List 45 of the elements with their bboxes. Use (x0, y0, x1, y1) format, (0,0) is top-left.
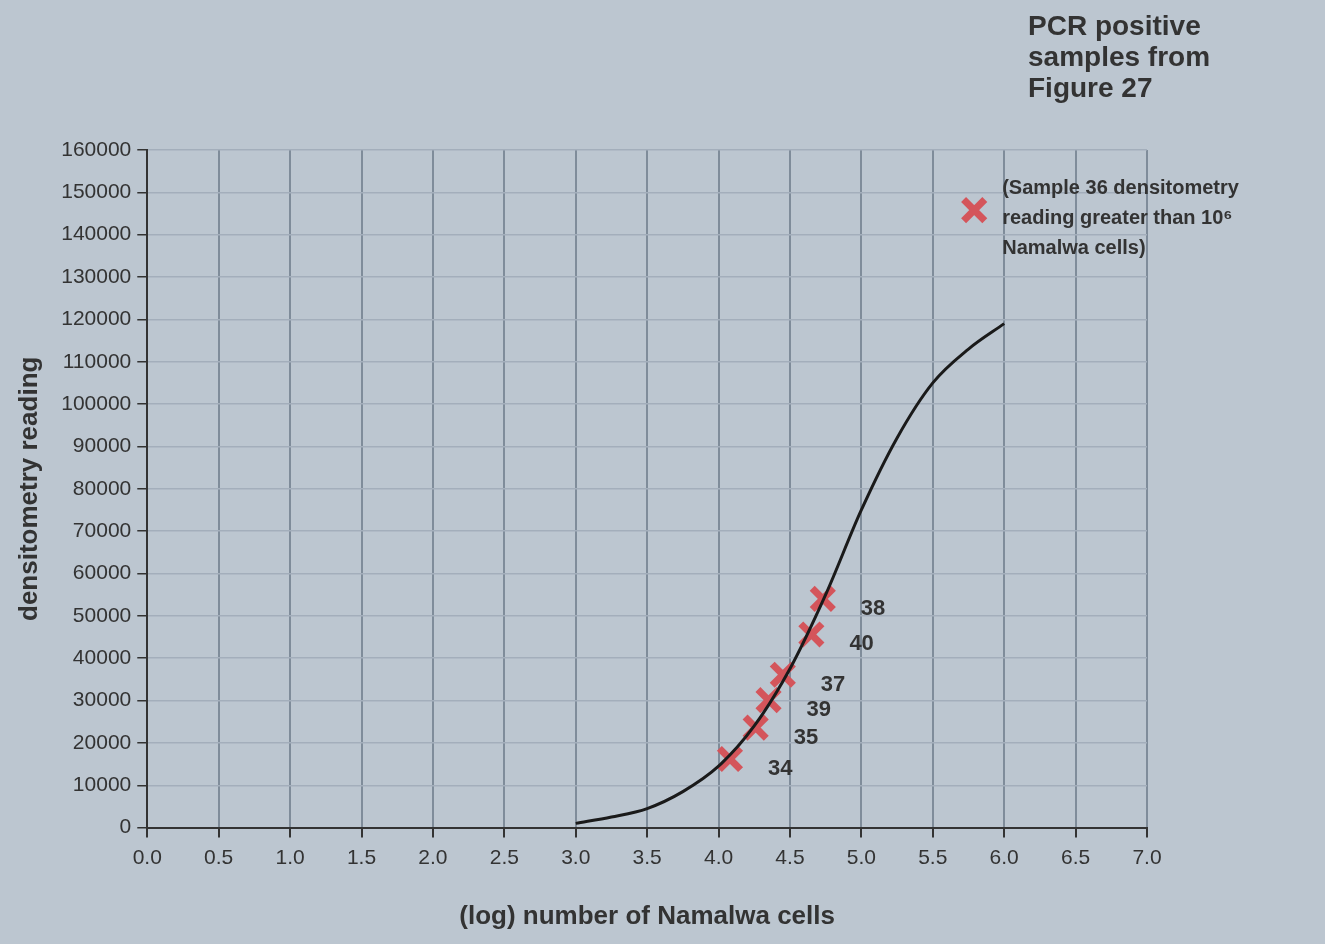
annotation: 40 (849, 630, 874, 656)
chart-title: PCR positive samples from Figure 27 (1028, 10, 1211, 103)
x-tick-label: 3.5 (632, 845, 662, 868)
annotation: 35 (793, 723, 819, 749)
y-tick-label: 20000 (72, 729, 132, 753)
y-tick-label: 40000 (72, 645, 132, 668)
x-tick-label: 3.0 (561, 845, 591, 868)
x-tick-label: 1.5 (346, 845, 377, 868)
x-tick-label: 0.5 (204, 845, 234, 868)
line-series (574, 322, 1006, 825)
y-tick-label: 60000 (72, 560, 132, 584)
annotation: 37 (820, 670, 846, 696)
x-axis-title: (log) number of Namalwa cells (459, 899, 835, 930)
y-tick-label: 90000 (72, 433, 132, 457)
x-tick-label: 2.0 (418, 845, 448, 868)
x-tick-label: 6.0 (989, 845, 1019, 868)
y-tick-label: 130000 (61, 263, 132, 287)
x-tick-label: 1.0 (275, 845, 305, 868)
y-tick-label: 100000 (61, 390, 132, 414)
y-tick-label: 140000 (61, 221, 132, 245)
y-tick-label: 120000 (61, 306, 132, 330)
y-tick-label: 150000 (61, 179, 132, 203)
annotation: 38 (860, 594, 886, 620)
x-tick-label: 7.0 (1132, 845, 1162, 868)
annotation: (Sample 36 densitometry reading greater than 10⁶ Namalwa cells) (1002, 175, 1240, 261)
y-tick-label: 70000 (72, 517, 132, 541)
point (960, 196, 989, 225)
annotation: 34 (767, 754, 794, 780)
y-tick-label: 50000 (72, 602, 132, 626)
y-tick-label: 80000 (72, 475, 132, 499)
x-tick-label: 0.0 (132, 845, 162, 868)
x-tick-label: 5.0 (846, 845, 876, 868)
y-tick-label: 160000 (61, 136, 132, 160)
y-axis-title: densitometry reading (12, 356, 43, 621)
x-tick-label: 6.5 (1060, 845, 1091, 868)
x-tick-label: 2.5 (489, 845, 519, 868)
point (715, 744, 745, 774)
y-tick-label: 10000 (72, 772, 132, 796)
x-tick-label: 4.0 (703, 845, 734, 868)
y-tick-label: 0 (119, 814, 132, 838)
x-tick-label: 4.5 (775, 845, 805, 868)
y-tick-label: 30000 (72, 687, 132, 711)
annotation: 39 (806, 696, 832, 722)
x-tick-label: 5.5 (918, 845, 948, 868)
y-tick-label: 110000 (62, 348, 132, 372)
